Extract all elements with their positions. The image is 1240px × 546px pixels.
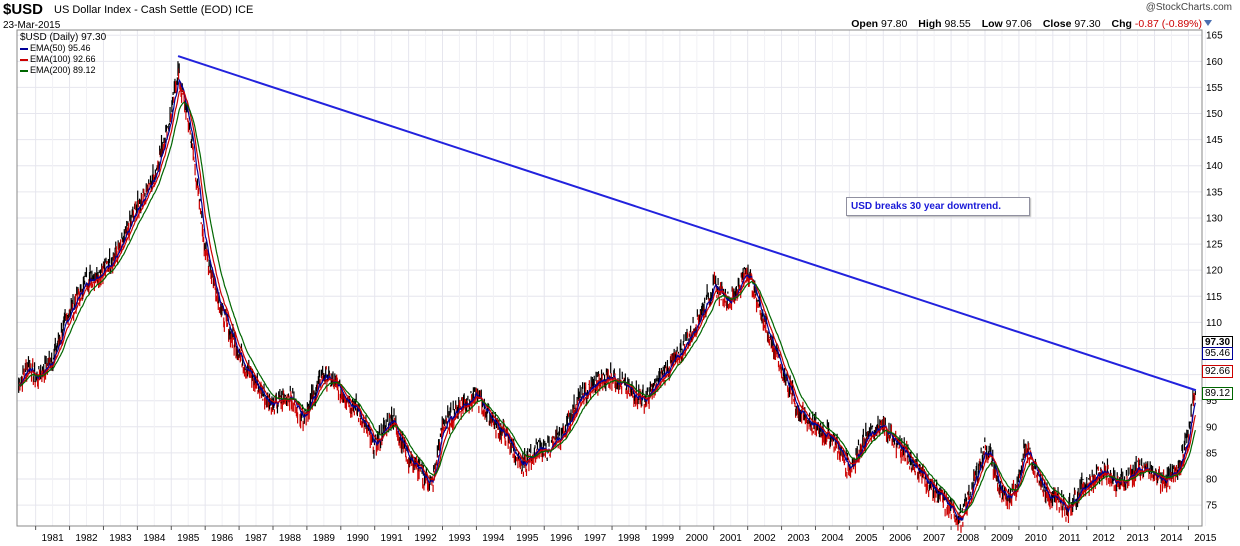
y-tick-label: 140 <box>1206 161 1223 172</box>
y-tick-label: 90 <box>1206 422 1218 433</box>
chart-legend: $USD (Daily) 97.30 EMA(50) 95.46 EMA(100… <box>20 32 106 76</box>
legend-item-ema50: EMA(50) 95.46 <box>20 43 106 54</box>
x-tick-label: 2012 <box>1093 533 1116 544</box>
legend-item-ema200: EMA(200) 89.12 <box>20 65 106 76</box>
y-tick-label: 135 <box>1206 187 1223 198</box>
y-tick-label: 80 <box>1206 475 1218 486</box>
x-tick-label: 1998 <box>618 533 641 544</box>
x-tick-label: 1982 <box>75 533 98 544</box>
legend-ema100-label: EMA(100) 92.66 <box>30 54 96 64</box>
legend-ema200-label: EMA(200) 89.12 <box>30 65 96 75</box>
chart-date: 23-Mar-2015 <box>3 20 61 31</box>
x-tick-label: 2010 <box>1025 533 1048 544</box>
x-tick-label: 2005 <box>855 533 878 544</box>
y-tick-label: 75 <box>1206 501 1218 512</box>
y-tick-label: 115 <box>1206 292 1222 303</box>
legend-swatch-ema50 <box>20 47 28 50</box>
legend-price-label: $USD (Daily) 97.30 <box>20 32 107 43</box>
price-tag-ema50: 95.46 <box>1202 347 1234 360</box>
ohlc-readout: Open 97.80 High 98.55 Low 97.06 Close 97… <box>851 18 1202 30</box>
brand-label[interactable]: @StockCharts.com <box>1145 2 1232 13</box>
index-name: US Dollar Index - Cash Settle (EOD) ICE <box>54 4 253 16</box>
x-tick-label: 1994 <box>482 533 505 544</box>
chart-series <box>18 55 1197 533</box>
x-tick-label: 1992 <box>414 533 437 544</box>
price-tag-ema100: 92.66 <box>1202 365 1234 378</box>
symbol-title: $USD <box>3 1 44 18</box>
x-tick-label: 1999 <box>652 533 675 544</box>
open-label: Open <box>851 18 879 30</box>
x-tick-label: 2000 <box>686 533 709 544</box>
plot-frame <box>16 29 1203 527</box>
low-value: 97.06 <box>1005 18 1032 30</box>
ema100-line <box>18 89 1196 519</box>
x-tick-label: 2008 <box>957 533 980 544</box>
chart-grid <box>17 30 1206 526</box>
x-tick-label: 1996 <box>550 533 573 544</box>
index-description: US Dollar Index - Cash Settle (EOD) <box>54 4 232 16</box>
x-tick-label: 1984 <box>143 533 166 544</box>
legend-item-price: $USD (Daily) 97.30 <box>20 32 106 43</box>
y-tick-label: 125 <box>1206 240 1223 251</box>
exchange-label: ICE <box>234 4 254 16</box>
legend-item-ema100: EMA(100) 92.66 <box>20 54 106 65</box>
x-tick-label: 2004 <box>821 533 844 544</box>
x-tick-label: 1993 <box>448 533 471 544</box>
y-tick-label: 95 <box>1206 396 1218 407</box>
close-label: Close <box>1042 18 1072 30</box>
x-tick-label: 1995 <box>516 533 539 544</box>
x-tick-label: 1981 <box>41 533 64 544</box>
high-value: 98.55 <box>944 18 971 30</box>
x-tick-label: 1990 <box>347 533 370 544</box>
x-tick-label: 2015 <box>1194 533 1217 544</box>
chg-value: -0.87 (-0.89%) <box>1134 18 1202 30</box>
low-label: Low <box>981 18 1003 30</box>
legend-swatch-ema100 <box>20 58 28 61</box>
x-tick-label: 2007 <box>923 533 946 544</box>
x-tick-label: 2011 <box>1059 533 1081 544</box>
x-tick-label: 1987 <box>245 533 268 544</box>
x-tick-label: 1989 <box>313 533 336 544</box>
y-tick-label: 155 <box>1206 83 1223 94</box>
x-tick-label: 1985 <box>177 533 200 544</box>
x-tick-label: 2001 <box>720 533 743 544</box>
high-label: High <box>918 18 942 30</box>
downtrend-line <box>177 55 1197 392</box>
x-axis: 1981 1982 1983 1984 1985 1986 1987 1988 1989 1990… <box>35 526 1217 544</box>
x-tick-label: 2002 <box>753 533 776 544</box>
y-axis: 7580859095100105110115120125130135140145… <box>1206 31 1223 512</box>
chg-label: Chg <box>1111 18 1132 30</box>
legend-ema50-label: EMA(50) 95.46 <box>30 43 91 53</box>
x-tick-label: 2013 <box>1126 533 1149 544</box>
y-tick-label: 120 <box>1206 266 1223 277</box>
y-tick-label: 145 <box>1206 135 1223 146</box>
y-tick-label: 85 <box>1206 448 1218 459</box>
dropdown-arrow-icon[interactable] <box>1204 20 1212 26</box>
y-tick-label: 150 <box>1206 109 1223 120</box>
x-tick-label: 2003 <box>787 533 810 544</box>
x-tick-label: 1986 <box>211 533 234 544</box>
annotation-box: USD breaks 30 year downtrend. <box>846 197 1030 216</box>
price-tag-ema200: 89.12 <box>1202 387 1234 400</box>
legend-swatch-ema200 <box>20 69 28 72</box>
x-tick-label: 2014 <box>1160 533 1183 544</box>
x-tick-label: 1983 <box>109 533 132 544</box>
y-tick-label: 110 <box>1206 318 1222 329</box>
ema200-line <box>18 101 1196 514</box>
x-tick-label: 2009 <box>991 533 1014 544</box>
open-value: 97.80 <box>881 18 908 30</box>
y-tick-label: 165 <box>1206 31 1223 42</box>
ema50-line <box>18 78 1196 522</box>
y-tick-label: 160 <box>1206 57 1223 68</box>
x-tick-label: 2006 <box>889 533 912 544</box>
x-tick-label: 1997 <box>584 533 607 544</box>
x-tick-label: 1988 <box>279 533 302 544</box>
close-value: 97.30 <box>1074 18 1101 30</box>
y-tick-label: 130 <box>1206 213 1223 224</box>
x-tick-label: 1991 <box>381 533 404 544</box>
